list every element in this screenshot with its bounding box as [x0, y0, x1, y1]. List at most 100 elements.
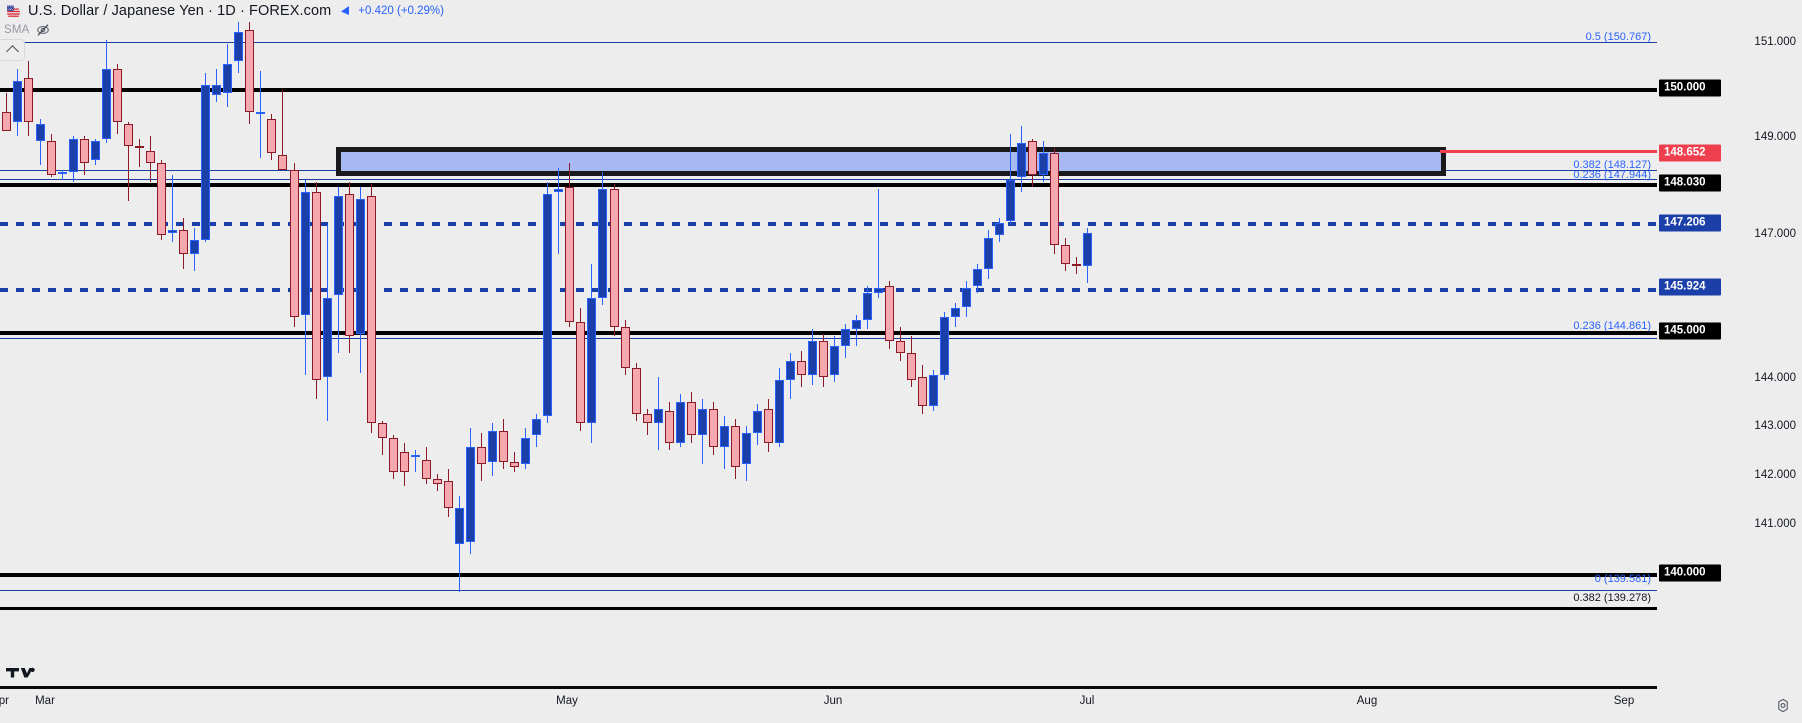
candle-body — [312, 191, 321, 380]
candlestick — [885, 0, 894, 686]
candle-body — [290, 169, 299, 318]
time-tick-jul: Jul — [1079, 695, 1095, 707]
price-badge-145-924: 145.924 — [1659, 278, 1721, 296]
candlestick — [378, 0, 387, 686]
last-price-line — [1440, 150, 1657, 153]
eye-off-icon[interactable] — [36, 23, 50, 37]
candle-body — [367, 196, 376, 424]
candle-body — [709, 408, 718, 448]
candlestick — [69, 0, 78, 686]
candle-body — [223, 63, 232, 93]
candle-body — [676, 401, 685, 443]
supply-zone-rectangle[interactable] — [336, 147, 1446, 176]
candle-body — [433, 478, 442, 484]
candle-body — [245, 29, 254, 112]
candle-body — [576, 321, 585, 424]
candlestick — [245, 0, 254, 686]
level-line-140[interactable] — [0, 573, 1657, 577]
symbol-title[interactable]: U.S. Dollar / Japanese Yen · 1D · FOREX.… — [28, 3, 332, 19]
candlestick — [852, 0, 861, 686]
candle-body — [157, 162, 166, 236]
candlestick — [312, 0, 321, 686]
candlestick — [24, 0, 33, 686]
settings-gear-icon[interactable] — [1775, 698, 1791, 714]
candlestick — [278, 0, 287, 686]
candlestick — [389, 0, 398, 686]
candlestick — [1039, 0, 1048, 686]
indicator-legend: SMA — [4, 23, 50, 37]
candle-body — [135, 145, 144, 149]
candle-body — [36, 124, 45, 141]
candlestick — [422, 0, 431, 686]
candlestick — [102, 0, 111, 686]
time-tick-apr: Apr — [0, 695, 9, 707]
candle-body — [1006, 179, 1015, 221]
candle-body — [2, 111, 11, 132]
candlestick — [687, 0, 696, 686]
price-axis[interactable]: 151.000 149.000 147.000 144.000 143.000 … — [1657, 0, 1802, 686]
candlestick — [918, 0, 927, 686]
candlestick — [830, 0, 839, 686]
candle-body — [411, 454, 420, 458]
candle-body — [565, 186, 574, 322]
level-line-145[interactable] — [0, 331, 1657, 335]
candle-body — [422, 459, 431, 479]
candlestick — [532, 0, 541, 686]
fib-line-0-236-lower[interactable] — [0, 338, 1657, 339]
chart-plot-area[interactable]: 0.5 (150.767) 0.382 (148.127) 0.236 (147… — [0, 0, 1657, 686]
candle-body — [610, 189, 619, 327]
candle-body — [510, 461, 519, 467]
candlestick — [201, 0, 210, 686]
candlestick — [433, 0, 442, 686]
dotted-level-147-206[interactable] — [0, 222, 1657, 226]
fib-label-0-236-upper: 0.236 (147.944) — [1573, 169, 1651, 181]
candle-body — [179, 230, 188, 255]
fib-line-0[interactable] — [0, 590, 1657, 591]
candle-wick — [172, 174, 173, 243]
time-tick-jun: Jun — [823, 695, 843, 707]
tradingview-logo-icon[interactable] — [6, 664, 36, 681]
candle-body — [345, 194, 354, 337]
candle-body — [190, 239, 199, 255]
candlestick — [13, 0, 22, 686]
time-tick-mar: Mar — [35, 695, 55, 707]
candle-body — [554, 189, 563, 192]
fib-line-0-236-upper[interactable] — [0, 179, 1657, 180]
candle-body — [951, 307, 960, 318]
candlestick — [345, 0, 354, 686]
candlestick — [565, 0, 574, 686]
candlestick — [896, 0, 905, 686]
price-tick-141: 141.000 — [1754, 518, 1796, 530]
candlestick — [212, 0, 221, 686]
level-line-148-03[interactable] — [0, 183, 1657, 187]
price-change-percent: (+0.29%) — [397, 5, 444, 17]
candle-body — [907, 353, 916, 380]
candle-wick — [558, 167, 559, 255]
candlestick — [499, 0, 508, 686]
dotted-level-145-924[interactable] — [0, 288, 1657, 292]
candlestick — [455, 0, 464, 686]
candle-wick — [40, 119, 41, 166]
fib-line-0-382-lower[interactable] — [0, 607, 1657, 610]
candle-body — [841, 329, 850, 347]
pane-collapse-button[interactable] — [0, 39, 25, 61]
candlestick — [1072, 0, 1081, 686]
us-flag-icon — [6, 4, 21, 18]
candlestick — [819, 0, 828, 686]
fib-line-0-5[interactable] — [0, 42, 1657, 43]
candle-body — [124, 124, 133, 146]
candle-body — [521, 437, 530, 465]
candlestick — [36, 0, 45, 686]
candlestick — [654, 0, 663, 686]
level-line-150[interactable] — [0, 88, 1657, 92]
sma-indicator-label[interactable]: SMA — [4, 24, 30, 36]
candle-wick — [856, 314, 857, 347]
candlestick — [411, 0, 420, 686]
candle-wick — [878, 189, 879, 298]
candle-body — [1028, 140, 1037, 175]
candle-body — [962, 288, 971, 308]
time-axis[interactable]: Mar Apr May Jun Jul Aug Sep — [0, 686, 1802, 723]
candlestick — [113, 0, 122, 686]
candlestick — [841, 0, 850, 686]
